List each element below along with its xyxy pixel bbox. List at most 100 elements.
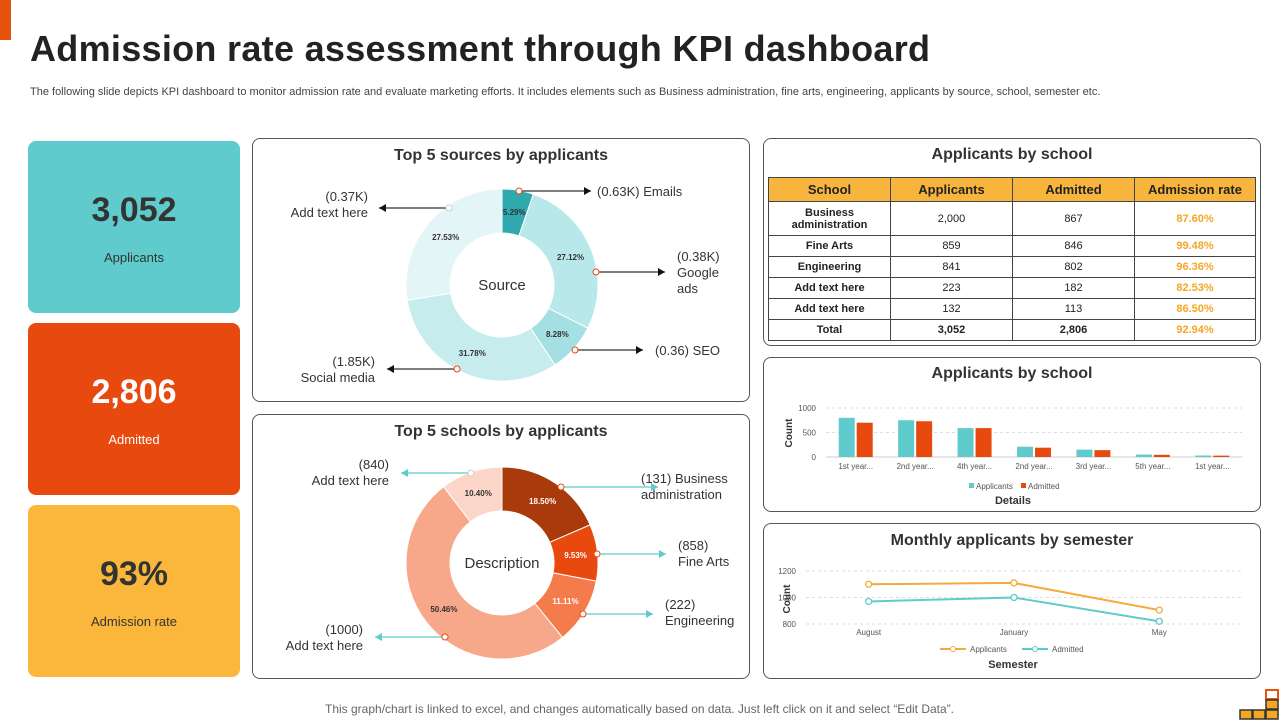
kpi-value: 3,052 bbox=[91, 191, 177, 229]
y-tick-label: 500 bbox=[803, 429, 817, 438]
callout-name: Add text here bbox=[291, 205, 368, 220]
kpi-card-admission-rate: 93% Admission rate bbox=[28, 505, 240, 677]
y-tick-label: 1200 bbox=[778, 567, 796, 576]
slice-label: 50.46% bbox=[430, 605, 457, 614]
x-tick-label: 2nd year... bbox=[896, 462, 933, 471]
slice-label: 10.40% bbox=[465, 489, 492, 498]
cell-rate: 86.50% bbox=[1134, 298, 1256, 320]
kpi-card-admitted: 2,806 Admitted bbox=[28, 323, 240, 495]
legend-marker bbox=[950, 646, 956, 652]
y-axis-label: Count bbox=[784, 418, 795, 448]
legend-label: Admitted bbox=[1028, 482, 1060, 491]
callout-dot bbox=[515, 187, 523, 195]
callout-dot bbox=[593, 550, 601, 558]
donut-slice bbox=[405, 486, 564, 660]
callout-dot bbox=[445, 204, 453, 212]
callout-value: (0.37K) bbox=[325, 189, 368, 204]
callout-name: Google bbox=[677, 265, 719, 280]
legend-label: Admitted bbox=[1052, 645, 1084, 654]
callout-name: Fine Arts bbox=[678, 554, 730, 569]
cell-school: Business administration bbox=[768, 201, 891, 236]
applicants-bar-chart[interactable]: 0 500 1000 1st year... 2nd year... 4th year..… bbox=[764, 358, 1261, 512]
x-tick-label: August bbox=[856, 628, 882, 637]
cell-applicants: 223 bbox=[890, 277, 1013, 299]
bar bbox=[838, 417, 855, 457]
data-point bbox=[865, 597, 873, 606]
x-tick-label: 1st year... bbox=[1195, 462, 1230, 471]
cell-school: Add text here bbox=[768, 277, 891, 299]
data-point bbox=[1155, 606, 1163, 614]
bar bbox=[1153, 454, 1170, 457]
col-header-applicants: Applicants bbox=[890, 177, 1013, 202]
callout-value: (1.85K) bbox=[332, 354, 375, 369]
callout-arrow bbox=[651, 483, 658, 491]
cell-rate: 87.60% bbox=[1134, 201, 1256, 236]
legend-swatch bbox=[1021, 483, 1026, 488]
cell-admitted: 802 bbox=[1012, 256, 1135, 278]
bar bbox=[856, 422, 873, 457]
callout-arrow bbox=[636, 346, 643, 354]
kpi-value: 93% bbox=[99, 555, 169, 593]
donut-slice bbox=[518, 193, 599, 329]
col-header-admitted: Admitted bbox=[1012, 177, 1135, 202]
cell-rate: 99.48% bbox=[1134, 235, 1256, 257]
x-tick-label: 2nd year... bbox=[1015, 462, 1052, 471]
bar bbox=[1017, 446, 1033, 457]
table-panel: Applicants by school School Applicants A… bbox=[763, 138, 1261, 346]
applicants-table[interactable]: School Applicants Admitted Admission rat… bbox=[768, 177, 1256, 341]
donut-center-label: Description bbox=[464, 555, 539, 572]
schools-donut-chart[interactable]: 18.50% 9.53% 11.11% 50.46% 10.40% Description… bbox=[253, 415, 750, 679]
accent-bar bbox=[0, 0, 11, 40]
x-tick-label: 1st year... bbox=[838, 462, 873, 471]
bar bbox=[916, 421, 933, 457]
kpi-label: Applicants bbox=[104, 250, 164, 265]
sources-title: Top 5 sources by applicants bbox=[394, 147, 608, 164]
bar bbox=[1213, 455, 1230, 457]
sources-donut-chart[interactable]: 5.29% 27.12% 8.28% 31.78% 27.53% Source (0.63K… bbox=[253, 139, 750, 402]
slice-label: 27.53% bbox=[432, 233, 459, 242]
cell-rate: 96.36% bbox=[1134, 256, 1256, 278]
x-tick-label: 4th year... bbox=[957, 462, 992, 471]
col-header-school: School bbox=[768, 177, 891, 202]
schools-title: Top 5 schools by applicants bbox=[394, 423, 608, 440]
callout-arrow bbox=[646, 610, 653, 618]
bar-chart-title: Applicants by school bbox=[931, 365, 1093, 382]
x-tick-label: May bbox=[1152, 628, 1167, 637]
slice-label: 27.12% bbox=[557, 253, 584, 262]
cell-admitted: 182 bbox=[1012, 277, 1135, 299]
callout-name: administration bbox=[641, 487, 722, 502]
callout-value: (840) bbox=[359, 457, 389, 472]
kpi-value: 2,806 bbox=[91, 373, 177, 411]
cell-admitted: 867 bbox=[1012, 201, 1135, 236]
x-tick-label: January bbox=[1000, 628, 1028, 637]
table-row: Engineering 841 802 96.36% bbox=[768, 256, 1256, 278]
y-tick-label: 1000 bbox=[798, 404, 816, 413]
kpi-label: Admitted bbox=[108, 432, 160, 447]
slice-label: 8.28% bbox=[546, 330, 569, 339]
callout-arrow bbox=[379, 204, 386, 212]
cell-applicants: 3,052 bbox=[890, 319, 1013, 341]
callout-arrow bbox=[584, 187, 591, 195]
line-chart-panel: Monthly applicants by semester 800 1000 12… bbox=[763, 523, 1261, 679]
legend-label: Applicants bbox=[970, 645, 1007, 654]
callout-value: (222) bbox=[665, 597, 695, 612]
callout-name: Add text here bbox=[312, 473, 389, 488]
bar bbox=[1076, 449, 1093, 457]
cell-school: Engineering bbox=[768, 256, 891, 278]
table-row: Add text here 223 182 82.53% bbox=[768, 277, 1256, 299]
callout-name: ads bbox=[677, 281, 698, 296]
bar bbox=[1035, 447, 1051, 457]
callout-text: (131) Business bbox=[641, 471, 728, 486]
table-total-row: Total 3,052 2,806 92.94% bbox=[768, 319, 1256, 341]
callout-arrow bbox=[387, 365, 394, 373]
slice-label: 18.50% bbox=[529, 497, 556, 506]
x-axis-label: Details bbox=[995, 495, 1031, 507]
callout-value: (858) bbox=[678, 538, 708, 553]
callout-arrow bbox=[375, 633, 382, 641]
x-axis-label: Semester bbox=[988, 659, 1038, 671]
semester-line-chart[interactable]: 800 1000 1200 August January May Count Semester… bbox=[764, 524, 1261, 679]
bar bbox=[1094, 450, 1111, 457]
cell-admitted: 846 bbox=[1012, 235, 1135, 257]
x-tick-label: 3rd year... bbox=[1076, 462, 1112, 471]
data-point bbox=[1010, 579, 1018, 587]
